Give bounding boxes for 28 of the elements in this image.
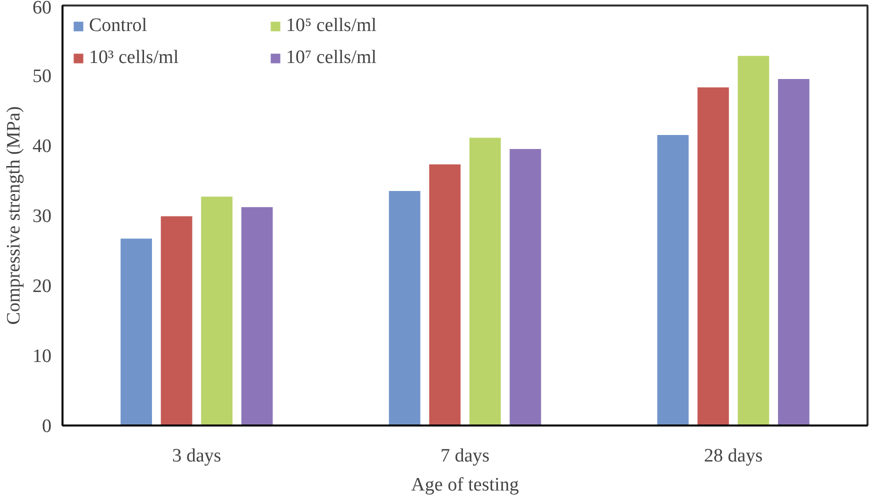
y-tick-label: 40 bbox=[32, 136, 52, 157]
legend-label: 10³ cells/ml bbox=[89, 47, 180, 69]
x-tick-label: 7 days bbox=[440, 446, 490, 466]
bar bbox=[429, 164, 461, 426]
bar bbox=[657, 135, 689, 426]
bar bbox=[388, 191, 420, 426]
bar bbox=[160, 216, 192, 426]
bar bbox=[738, 56, 770, 426]
y-tick-label: 50 bbox=[32, 66, 52, 87]
y-tick-label: 10 bbox=[32, 346, 52, 367]
x-tick-label: 28 days bbox=[704, 446, 763, 466]
bar bbox=[510, 149, 542, 426]
y-tick-label: 30 bbox=[32, 206, 52, 227]
bar bbox=[120, 238, 152, 426]
bar bbox=[201, 196, 232, 426]
x-axis-title: Age of testing bbox=[411, 474, 520, 496]
y-tick-label: 0 bbox=[42, 416, 52, 437]
legend-label: 10⁵ cells/ml bbox=[286, 15, 378, 37]
legend-label: 10⁷ cells/ml bbox=[286, 47, 378, 69]
x-tick-label: 3 days bbox=[172, 446, 222, 466]
y-tick-label: 60 bbox=[32, 0, 52, 18]
bar bbox=[241, 207, 273, 426]
legend-label: Control bbox=[89, 15, 148, 37]
y-tick-label: 20 bbox=[32, 276, 52, 297]
bar bbox=[469, 138, 501, 426]
y-axis-title: Compressive strength (MPa) bbox=[4, 106, 24, 325]
bar bbox=[698, 87, 729, 426]
bar bbox=[778, 79, 810, 426]
